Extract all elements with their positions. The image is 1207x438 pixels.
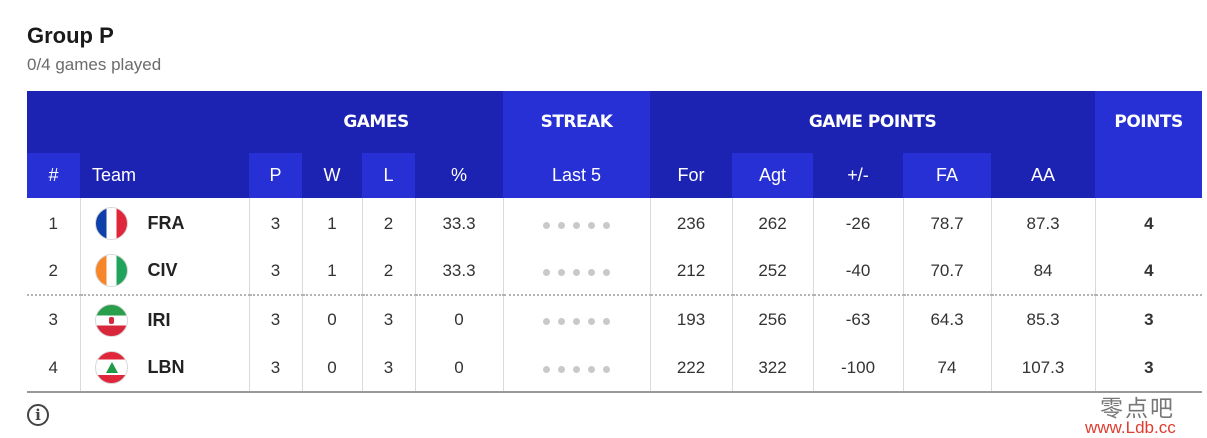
column-header-row: # Team P W L % Last 5 For Agt +/- FA AA	[27, 153, 1203, 198]
header-group-streak: STREAK	[503, 91, 651, 153]
col-win-pct[interactable]: %	[415, 153, 504, 198]
group-title: Group P	[27, 23, 114, 48]
col-aa[interactable]: AA	[991, 153, 1096, 198]
table-row[interactable]: 4 LBN 3 0 3 0 222 322 -100 74 107.3 3	[27, 344, 1203, 393]
points-diff-cell: -26	[813, 198, 904, 247]
played-cell: 3	[249, 247, 303, 295]
col-won[interactable]: W	[302, 153, 362, 198]
team-cell[interactable]: CIV	[80, 247, 250, 295]
table-row[interactable]: 2 CIV 3 1 2 33.3 212 252 -40 70.7 84 4	[27, 247, 1202, 295]
won-cell: 1	[302, 198, 363, 247]
aa-cell: 87.3	[991, 198, 1096, 247]
points-cell: 3	[1095, 294, 1203, 344]
points-against-cell: 252	[732, 247, 814, 295]
header-group-blank	[80, 91, 249, 153]
col-points-diff[interactable]: +/-	[813, 153, 904, 198]
col-played[interactable]: P	[249, 153, 302, 198]
col-lost[interactable]: L	[362, 153, 415, 198]
header-group-points: POINTS	[1095, 91, 1203, 153]
watermark-url: www.Ldb.cc	[1085, 418, 1176, 437]
aa-cell: 84	[991, 247, 1096, 295]
played-cell: 3	[249, 198, 303, 247]
win-pct-cell: 0	[415, 344, 504, 393]
streak-dots	[543, 318, 611, 325]
iran-flag-icon	[94, 303, 128, 337]
streak-dots	[543, 268, 611, 276]
fa-cell: 70.7	[903, 247, 992, 295]
team-code[interactable]: CIV	[147, 260, 178, 280]
col-fa[interactable]: FA	[903, 153, 992, 198]
col-points-against[interactable]: Agt	[732, 153, 814, 198]
header-group-blank	[27, 91, 80, 153]
header-group-game-points: GAME POINTS	[650, 91, 1096, 153]
points-diff-cell: -63	[813, 294, 904, 344]
rank-cell: 3	[27, 294, 81, 344]
lebanon-flag-icon	[94, 351, 128, 384]
last5-cell	[503, 294, 651, 344]
win-pct-cell: 33.3	[415, 247, 504, 295]
header-group-games: GAMES	[249, 91, 504, 153]
rank-cell: 1	[27, 198, 81, 247]
aa-cell: 85.3	[991, 294, 1096, 344]
col-points	[1095, 153, 1203, 198]
points-cell: 4	[1144, 260, 1154, 280]
played-cell: 3	[249, 294, 303, 344]
points-for-cell: 222	[650, 344, 733, 393]
lost-cell: 2	[362, 198, 416, 247]
last5-cell	[503, 198, 651, 247]
col-last5[interactable]: Last 5	[503, 153, 651, 198]
aa-cell: 107.3	[991, 344, 1096, 393]
win-pct-cell: 33.3	[415, 198, 504, 247]
lost-cell: 3	[362, 344, 416, 393]
rank-cell: 2	[27, 247, 81, 295]
last5-cell	[503, 247, 651, 295]
lost-cell: 3	[362, 294, 416, 344]
lost-cell: 2	[362, 247, 416, 295]
table-row[interactable]: 1 FRA 3 1 2 33.3 236 262 -26 78.7 87.3 4	[27, 198, 1202, 247]
points-against-cell: 322	[732, 344, 814, 393]
points-for-cell: 193	[650, 294, 733, 344]
header-group-row: GAMES STREAK GAME POINTS POINTS	[27, 91, 1203, 153]
last5-cell	[503, 344, 651, 393]
points-for-cell: 236	[650, 198, 733, 247]
team-cell[interactable]: LBN	[80, 344, 250, 393]
streak-dots	[543, 365, 611, 373]
team-code[interactable]: IRI	[147, 309, 171, 330]
col-rank[interactable]: #	[27, 153, 80, 198]
points-diff-cell: -40	[813, 247, 904, 295]
col-points-for[interactable]: For	[650, 153, 733, 198]
ivory-coast-flag-icon	[94, 254, 128, 287]
fa-cell: 64.3	[903, 294, 992, 344]
played-cell: 3	[249, 344, 303, 393]
win-pct-cell: 0	[415, 294, 504, 344]
standings-table: GAMES STREAK GAME POINTS POINTS # Team P…	[27, 91, 1203, 393]
rank-cell: 4	[27, 344, 81, 393]
points-cell: 4	[1144, 213, 1154, 233]
team-cell[interactable]: IRI	[80, 294, 250, 344]
fa-cell: 74	[903, 344, 992, 393]
table-row[interactable]: 3 IRI 3 0 3 0 193 256 -63 64.3 85.3 3	[27, 294, 1203, 344]
won-cell: 0	[302, 344, 363, 393]
games-played-subtitle: 0/4 games played	[27, 55, 162, 74]
team-code[interactable]: FRA	[147, 213, 185, 233]
points-diff-cell: -100	[813, 344, 904, 393]
won-cell: 1	[302, 247, 363, 295]
col-team[interactable]: Team	[80, 153, 249, 198]
points-against-cell: 256	[732, 294, 814, 344]
streak-dots	[543, 221, 611, 229]
team-cell[interactable]: FRA	[80, 198, 250, 247]
fa-cell: 78.7	[903, 198, 992, 247]
team-code[interactable]: LBN	[147, 357, 185, 377]
info-icon[interactable]: i	[27, 404, 49, 426]
watermark-cn: 零点吧	[1100, 396, 1175, 422]
points-against-cell: 262	[732, 198, 814, 247]
points-for-cell: 212	[650, 247, 733, 295]
points-cell: 3	[1095, 344, 1203, 393]
france-flag-icon	[94, 207, 128, 240]
won-cell: 0	[302, 294, 363, 344]
